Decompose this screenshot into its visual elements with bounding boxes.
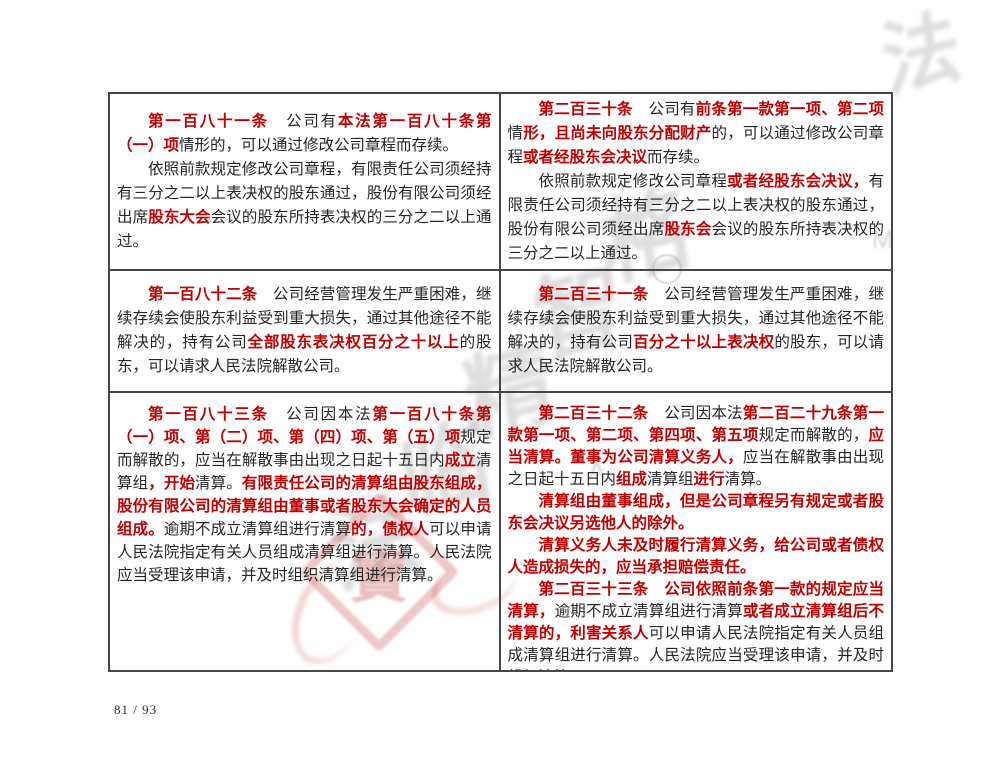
emphasized-text: 清算组由董事组成，但是公司章程另有规定或者股东会决议另选他人的除外。: [507, 493, 885, 532]
body-text: 清算。: [195, 475, 242, 492]
body-text: 清算。: [724, 471, 772, 488]
paragraph: 第一百八十三条 公司因本法第一百八十条第（一）项、第（二）项、第（四）项、第（五…: [117, 403, 492, 587]
emphasized-text: 第二百三十二条: [538, 405, 649, 422]
body-text: 可以申请人民法院指定有关人员组成清算组进行清算。人民法院应当受理该申请，并及时组…: [507, 625, 885, 670]
body-text: 的股东，可以请求人民法院解散公司。: [507, 334, 884, 375]
table-cell-article-231: 第二百三十一条 公司经营管理发生严重困难，继续存续会使股东利益受到重大损失，通过…: [500, 271, 891, 393]
emphasized-text: 百分之十以上表决权: [633, 334, 775, 351]
body-text: 公司经营管理发生严重困难，继续存续会使股东利益受到重大损失，通过其他途径不能解决…: [507, 286, 885, 351]
body-text: 的股东，可以请求人民法院解散公司。: [117, 334, 492, 375]
emphasized-text: 进行: [693, 471, 725, 488]
emphasized-text: 第二百三十条: [538, 100, 633, 118]
body-text: 而存续。: [647, 148, 710, 166]
emphasized-text: 全部股东表决权百分之十以上: [247, 334, 460, 351]
body-text: 会议的股东所持表决权的三分之二以上通过。: [117, 208, 492, 250]
body-text: 清算组: [647, 471, 694, 488]
body-text: 有限责任公司须经持有三分之二以上表决权的股东通过，股份有限公司须经出席: [507, 172, 885, 238]
paragraph: 第二百三十二条 公司因本法第二百二十九条第一款第一项、第二项、第四项、第五项规定…: [508, 403, 885, 491]
paragraph: 清算组由董事组成，但是公司章程另有规定或者股东会决议另选他人的除外。: [508, 491, 885, 535]
paragraph: 第一百八十一条 公司有本法第一百八十条第（一）项情形的，可以通过修改公司章程而存…: [117, 110, 492, 158]
paragraph: 第二百三十条 公司有前条第一款第一项、第二项情形，且尚未向股东分配财产的，可以通…: [508, 98, 885, 170]
table-cell-article-232-233: 第二百三十二条 公司因本法第二百二十九条第一款第一项、第二项、第四项、第五项规定…: [501, 393, 892, 670]
emphasized-text: 第一百八十二条: [148, 286, 258, 303]
body-text: 清算组: [117, 452, 492, 492]
body-text: 公司经营管理发生严重困难，继续存续会使股东利益受到重大损失，通过其他途径不能解决…: [117, 286, 492, 351]
body-text: 逾期不成立清算组进行清算: [554, 603, 743, 620]
body-text: 应当在解散事由出现之日起十五日内: [507, 449, 884, 488]
body-text: 公司因本法: [648, 405, 743, 422]
page-number: 81 / 93: [114, 702, 158, 717]
body-text: 规定而解散的，: [758, 427, 869, 444]
emphasized-text: 第二百二十九条第一款第一项、第二项、第四项、第五项: [507, 405, 884, 444]
emphasized-text: 第二百三十一条: [538, 286, 649, 303]
paragraph: 清算义务人未及时履行清算义务，给公司或者债权人造成损失的，应当承担赔偿责任。: [508, 535, 885, 579]
emphasized-text: 前条第一款第一项、第二项: [695, 100, 884, 118]
paragraph: 第二百三十三条 公司依照前条第一款的规定应当清算，逾期不成立清算组进行清算或者成…: [508, 579, 885, 670]
emphasized-text: 应当清算。董事为公司清算义务人，: [507, 427, 884, 466]
body-text: 的，可以通过修改公司章程: [507, 124, 884, 166]
body-text: 公司因本法: [268, 406, 373, 423]
body-text: 公司有: [632, 100, 696, 118]
body-text: 依照前款规定修改公司章程: [538, 172, 728, 190]
emphasized-text: 第二百三十三条: [538, 581, 649, 598]
table-cell-article-183: 第一百八十三条 公司因本法第一百八十条第（一）项、第（二）项、第（四）项、第（五…: [110, 393, 501, 670]
emphasized-text: 或者经股东会决议: [523, 148, 648, 166]
emphasized-text: 形，且尚未向股东分配财产: [523, 124, 712, 142]
body-text: 情: [507, 124, 524, 142]
body-text: 公司有: [268, 112, 338, 130]
emphasized-text: 本法第一百八十条第（一）项: [117, 112, 492, 154]
paragraph: 第二百三十一条 公司经营管理发生严重困难，继续存续会使股东利益受到重大损失，通过…: [508, 283, 885, 379]
body-text: 逾期不成立清算组进行清算: [163, 521, 352, 538]
table-cell-article-181: 第一百八十一条 公司有本法第一百八十条第（一）项情形的，可以通过修改公司章程而存…: [110, 94, 501, 271]
emphasized-text: 第一百八十条第（一）项、第（二）项、第（四）项、第（五）项: [117, 406, 492, 446]
body-text: 会议的股东所持表决权的三分之二以上通过。: [507, 220, 884, 262]
emphasized-text: 有限责任公司的清算组由股东组成，股份有限公司的清算组由董事或者股东大会确定的人员…: [117, 475, 492, 538]
emphasized-text: 清算义务人未及时履行清算义务，给公司或者债权人造成损失的，应当承担赔偿责任。: [507, 537, 885, 576]
emphasized-text: 的，债权人: [351, 521, 430, 538]
emphasized-text: ，开始: [148, 475, 196, 492]
body-text: 情形的，可以通过修改公司章程而存续。: [179, 136, 459, 154]
body-text: 依照前款规定修改公司章程，有限责任公司须经持有三分之二以上表决权的股东通过，股份…: [117, 160, 492, 226]
emphasized-text: 组成: [616, 471, 648, 488]
paragraph: 依照前款规定修改公司章程或者经股东会决议，有限责任公司须经持有三分之二以上表决权…: [508, 170, 885, 266]
table-cell-article-230: 第二百三十条 公司有前条第一款第一项、第二项情形，且尚未向股东分配财产的，可以通…: [500, 94, 891, 271]
law-comparison-table: 第一百八十一条 公司有本法第一百八十条第（一）项情形的，可以通过修改公司章程而存…: [108, 92, 893, 672]
emphasized-text: 或者成立清算组后不清算的，利害关系人: [507, 603, 884, 642]
paragraph: 依照前款规定修改公司章程，有限责任公司须经持有三分之二以上表决权的股东通过，股份…: [117, 158, 492, 254]
body-text: 规定而解散的，应当在解散事由出现之日起十五日内: [117, 429, 492, 469]
body-text: 可以申请人民法院指定有关人员组成清算组进行清算。人民法院应当受理该申请，并及时组…: [117, 521, 492, 584]
emphasized-text: 或者经股东会决议，: [727, 172, 869, 190]
emphasized-text: 第一百八十一条: [148, 112, 269, 130]
emphasized-text: 第一百八十三条: [148, 406, 269, 423]
emphasized-text: 成立: [444, 452, 476, 469]
table-cell-article-182: 第一百八十二条 公司经营管理发生严重困难，继续存续会使股东利益受到重大损失，通过…: [110, 271, 501, 393]
emphasized-text: 股东大会: [148, 208, 211, 226]
emphasized-text: 股东会: [664, 220, 712, 238]
paragraph: 第一百八十二条 公司经营管理发生严重困难，继续存续会使股东利益受到重大损失，通过…: [117, 283, 492, 379]
emphasized-text: 公司依照前条第一款的规定应当清算，: [507, 581, 884, 620]
